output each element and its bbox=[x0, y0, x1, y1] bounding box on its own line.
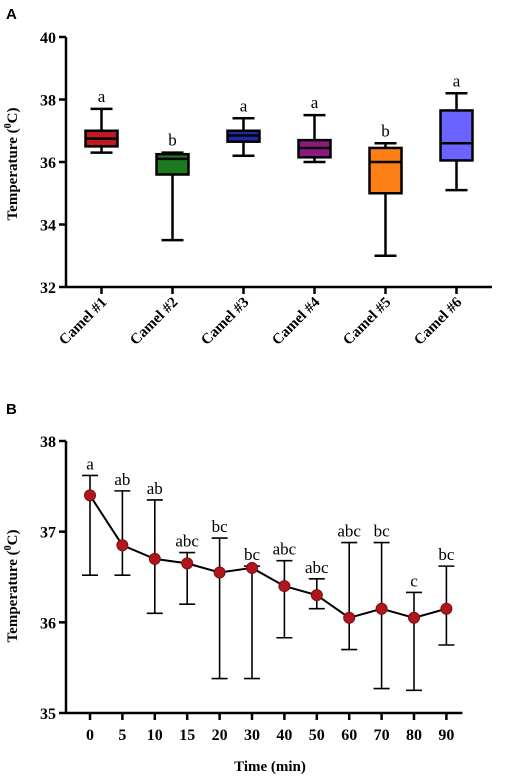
significance-letter: bc bbox=[438, 545, 455, 564]
b-x-tick-label: 5 bbox=[118, 727, 126, 744]
significance-letter: abc bbox=[273, 540, 297, 559]
data-point bbox=[343, 611, 356, 624]
significance-letter: abc bbox=[175, 532, 199, 551]
box-significance-letter: b bbox=[381, 121, 390, 140]
box-body bbox=[439, 109, 474, 162]
panel-b-xlabel: Time (min) bbox=[234, 759, 306, 775]
b-x-tick-label: 30 bbox=[244, 727, 260, 744]
a-y-tick-label: 36 bbox=[40, 155, 56, 172]
data-point bbox=[310, 589, 323, 602]
data-point bbox=[181, 557, 194, 570]
a-y-tick-label: 34 bbox=[40, 218, 56, 235]
b-x-tick-label: 90 bbox=[438, 727, 454, 744]
data-point bbox=[116, 539, 129, 552]
data-point bbox=[246, 561, 258, 574]
a-x-category-label: Camel #5 bbox=[340, 295, 394, 349]
b-x-tick-label: 70 bbox=[374, 727, 390, 744]
panel-a-letter: A bbox=[6, 6, 17, 23]
box-significance-letter: a bbox=[98, 87, 106, 106]
panel-a-box-plot: 32 34 36 38 40 a Camel #1 b Camel #2 a Camel #3 a Ca… bbox=[40, 30, 492, 349]
b-x-tick-label: 10 bbox=[147, 727, 163, 744]
b-x-tick-label: 0 bbox=[86, 727, 94, 744]
b-y-tick-label: 37 bbox=[40, 525, 56, 542]
significance-letter: abc bbox=[305, 558, 329, 577]
significance-letter: ab bbox=[147, 479, 163, 498]
data-point bbox=[84, 489, 96, 502]
box-significance-letter: a bbox=[311, 93, 319, 112]
significance-letter: bc bbox=[374, 522, 391, 541]
a-y-tick-label: 32 bbox=[40, 280, 56, 297]
series-line bbox=[89, 494, 447, 619]
data-point bbox=[148, 552, 161, 565]
significance-letter: bc bbox=[244, 545, 261, 564]
a-y-tick-label: 40 bbox=[40, 30, 56, 47]
b-x-tick-label: 50 bbox=[309, 727, 325, 744]
panel-b-line-plot: 35 36 37 38 a 0 ab 5 ab 10 abc 15 bc 20 bc 30 abc 40 abc 50… bbox=[40, 434, 463, 744]
significance-letter: bc bbox=[212, 517, 229, 536]
b-y-tick-label: 36 bbox=[40, 615, 56, 632]
b-y-tick-label: 35 bbox=[40, 706, 56, 723]
significance-letter: c bbox=[410, 571, 418, 590]
b-x-tick-label: 80 bbox=[406, 727, 422, 744]
a-y-tick-label: 38 bbox=[40, 93, 56, 110]
data-point bbox=[440, 602, 453, 615]
significance-letter: a bbox=[86, 454, 94, 473]
panel-b-letter: B bbox=[6, 401, 17, 418]
a-x-category-label: Camel #6 bbox=[411, 294, 465, 348]
b-x-tick-label: 40 bbox=[276, 727, 292, 744]
data-point bbox=[278, 580, 291, 593]
b-y-tick-label: 38 bbox=[40, 434, 56, 451]
a-x-category-label: Camel #3 bbox=[198, 295, 252, 349]
data-point bbox=[375, 602, 388, 615]
panel-a-ylabel: Temperature (0C) bbox=[3, 108, 21, 221]
significance-letter: abc bbox=[337, 522, 361, 541]
data-point bbox=[213, 566, 226, 579]
box-body bbox=[368, 146, 403, 195]
b-x-tick-label: 20 bbox=[212, 727, 228, 744]
a-x-category-label: Camel #2 bbox=[127, 295, 181, 349]
a-x-category-label: Camel #4 bbox=[269, 294, 323, 348]
box-significance-letter: b bbox=[168, 131, 177, 150]
box-body bbox=[155, 152, 190, 176]
b-x-tick-label: 15 bbox=[179, 727, 195, 744]
significance-letter: ab bbox=[114, 470, 130, 489]
data-point bbox=[408, 611, 420, 624]
panel-b-ylabel: Temperature (0C) bbox=[3, 530, 21, 643]
b-x-tick-label: 60 bbox=[341, 727, 357, 744]
a-x-category-label: Camel #1 bbox=[56, 295, 110, 349]
box-significance-letter: a bbox=[453, 71, 461, 90]
box-significance-letter: a bbox=[240, 96, 248, 115]
